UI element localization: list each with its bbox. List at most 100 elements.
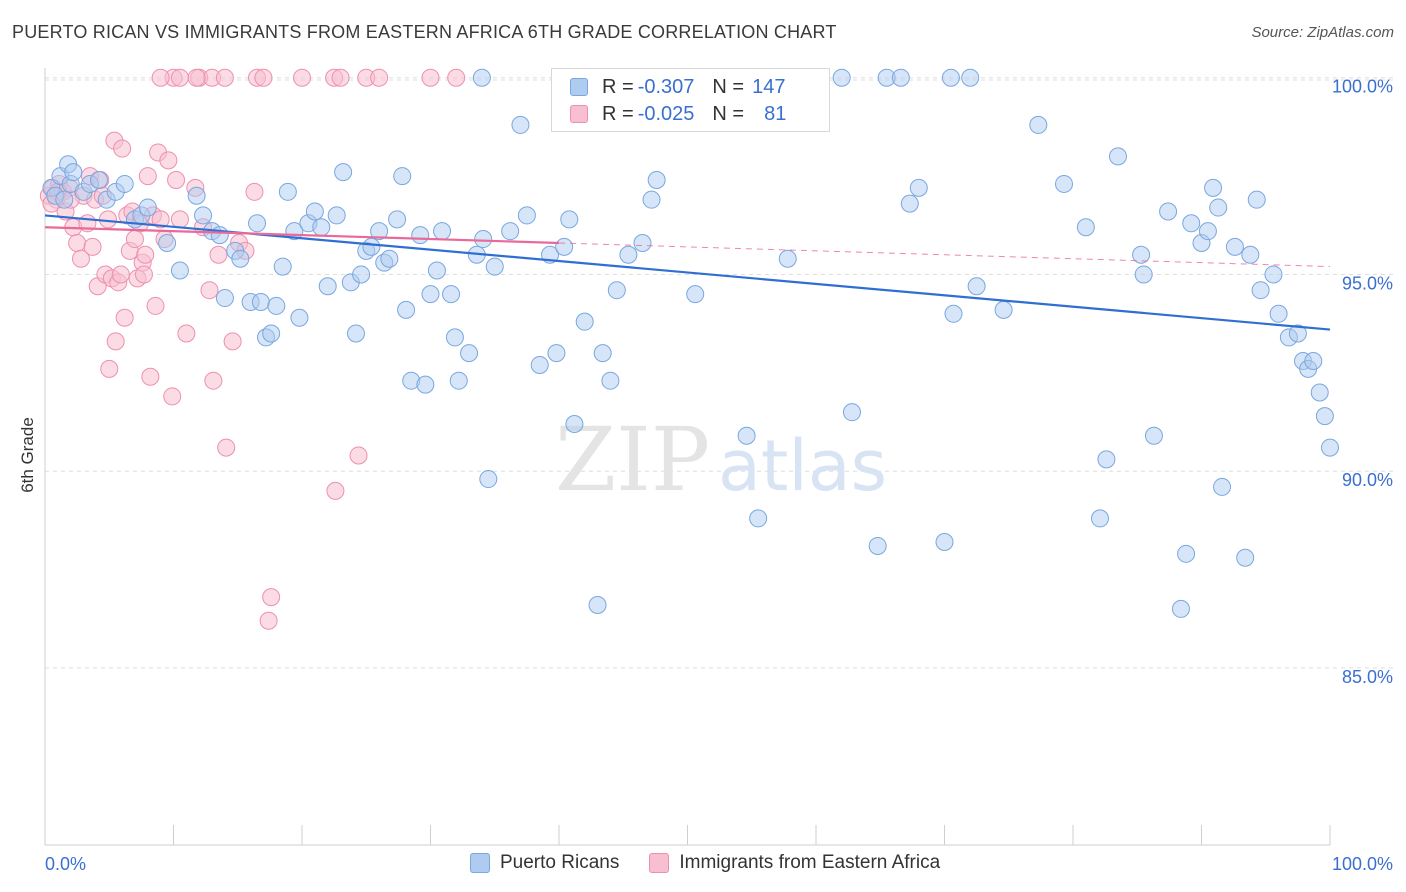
data-point xyxy=(778,249,797,268)
data-point xyxy=(312,218,331,237)
data-point xyxy=(380,249,399,268)
data-point xyxy=(273,257,292,276)
data-point xyxy=(259,611,278,630)
data-point xyxy=(146,296,165,315)
data-point xyxy=(842,403,861,422)
watermark: ZIP atlas xyxy=(555,408,887,511)
series-legend: Puerto Ricans Immigrants from Eastern Af… xyxy=(470,852,970,874)
data-point xyxy=(393,167,412,186)
data-point xyxy=(1209,198,1228,217)
data-point xyxy=(215,68,234,87)
data-point xyxy=(1029,115,1048,134)
grid-lines xyxy=(45,77,1395,669)
data-point xyxy=(479,470,498,489)
data-point xyxy=(349,446,368,465)
data-point xyxy=(1288,324,1307,343)
data-point xyxy=(215,289,234,308)
data-point xyxy=(555,237,574,256)
data-point xyxy=(362,237,381,256)
data-point xyxy=(71,249,90,268)
data-point xyxy=(138,167,157,186)
y-tick-label: 100.0% xyxy=(1332,77,1393,97)
data-point xyxy=(251,292,270,311)
data-point xyxy=(1269,304,1288,323)
data-point xyxy=(318,277,337,296)
data-point xyxy=(485,257,504,276)
data-point xyxy=(151,210,170,229)
data-point xyxy=(530,355,549,374)
data-point xyxy=(1198,222,1217,241)
data-point xyxy=(141,367,160,386)
data-point xyxy=(547,344,566,363)
data-point xyxy=(1108,147,1127,166)
legend-label-puerto-ricans: Puerto Ricans xyxy=(500,852,620,873)
legend-n-value: 81 xyxy=(764,102,787,125)
data-point xyxy=(737,426,756,445)
legend-n-label: N = xyxy=(712,75,745,98)
y-axis-label: 6th Grade xyxy=(18,417,37,493)
x-tick-label: 100.0% xyxy=(1332,854,1393,874)
data-point xyxy=(575,312,594,331)
data-point xyxy=(138,198,157,217)
data-point xyxy=(1090,509,1109,528)
data-point xyxy=(267,296,286,315)
data-point xyxy=(633,233,652,252)
data-point xyxy=(125,230,144,249)
trend-lines xyxy=(44,214,1331,331)
data-point xyxy=(262,588,281,607)
data-point xyxy=(749,509,768,528)
data-point xyxy=(98,210,117,229)
data-point xyxy=(642,190,661,209)
legend-row-puerto-rican: R = -0.307 N = 147 xyxy=(570,74,785,100)
data-point xyxy=(293,68,311,87)
data-point xyxy=(1177,544,1196,563)
legend-item-puerto-ricans[interactable]: Puerto Ricans xyxy=(470,852,619,874)
data-point xyxy=(209,245,228,264)
data-point xyxy=(1310,383,1329,402)
data-point xyxy=(217,438,236,457)
legend-r-label: R = xyxy=(602,102,634,125)
data-point xyxy=(326,481,345,500)
data-point xyxy=(334,163,353,182)
data-point xyxy=(560,210,579,229)
data-point xyxy=(517,206,536,225)
data-point xyxy=(134,265,153,284)
data-point xyxy=(1076,218,1095,237)
legend-r-value: -0.307 xyxy=(637,75,695,98)
data-point xyxy=(1321,438,1339,457)
data-point xyxy=(411,226,430,245)
tick-labels: 85.0% 90.0% 95.0% 100.0% 0.0% 100.0% xyxy=(45,77,1393,874)
data-point xyxy=(442,285,461,304)
data-point xyxy=(346,324,365,343)
data-point xyxy=(565,414,584,433)
legend-item-eastern-africa[interactable]: Immigrants from Eastern Africa xyxy=(649,852,940,874)
source-label: Source: ZipAtlas.com xyxy=(1251,24,1394,41)
data-point xyxy=(1251,281,1270,300)
data-point xyxy=(445,328,464,347)
data-point xyxy=(187,186,206,205)
data-point xyxy=(1264,265,1283,284)
data-point xyxy=(370,222,389,241)
data-point xyxy=(158,233,177,252)
data-point xyxy=(868,536,887,555)
data-point xyxy=(305,202,324,221)
data-point xyxy=(501,222,520,241)
legend-swatch-pink xyxy=(570,105,588,123)
data-point xyxy=(115,174,134,193)
data-point xyxy=(1097,450,1116,469)
legend-n-value: 147 xyxy=(752,75,786,98)
data-point xyxy=(935,533,954,552)
data-point xyxy=(397,300,416,319)
data-point xyxy=(68,233,87,252)
data-point xyxy=(170,210,189,229)
data-point xyxy=(278,182,297,201)
data-point xyxy=(994,300,1013,319)
data-point xyxy=(1315,407,1334,426)
data-point xyxy=(601,371,620,390)
data-point xyxy=(1204,178,1223,197)
data-point xyxy=(1134,265,1153,284)
data-point xyxy=(447,68,466,87)
data-point xyxy=(900,194,919,213)
data-point xyxy=(83,237,102,256)
